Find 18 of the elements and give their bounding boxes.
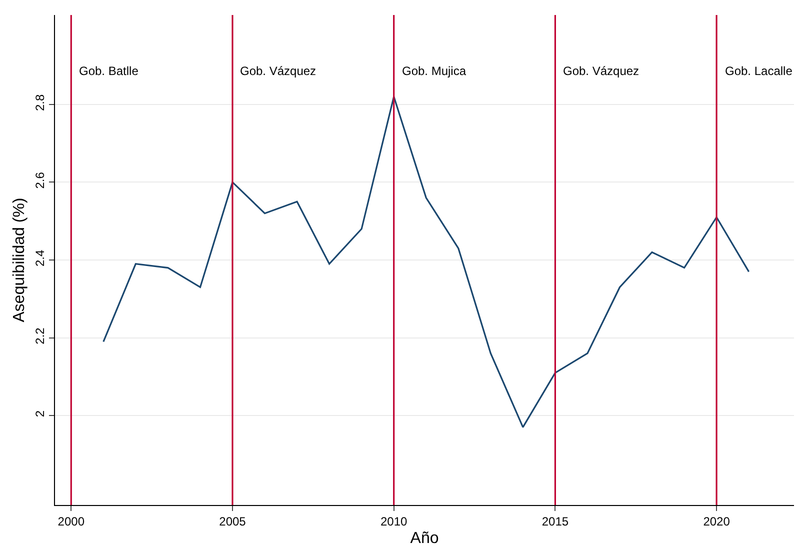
y-tick-label: 2.8: [33, 94, 48, 111]
x-tick-label: 2005: [219, 514, 246, 528]
y-tick-label: 2.6: [33, 172, 48, 189]
ref-line-label: Gob. Vázquez: [563, 64, 640, 78]
line-series: [102, 96, 750, 428]
y-tick-label: 2.4: [33, 250, 48, 267]
y-axis-title: Asequibilidad (%): [11, 198, 28, 322]
y-tick-label: 2: [33, 410, 48, 418]
ref-line-label: Gob. Vázquez: [240, 64, 316, 78]
x-tick-label: 2010: [380, 514, 408, 528]
ref-line-label: Gob. Mujica: [402, 64, 466, 78]
ref-line-label: Gob. Batlle: [79, 64, 139, 78]
x-tick-label: 2015: [542, 514, 569, 528]
x-axis-title: Año: [410, 530, 439, 548]
x-tick-label: 2020: [703, 514, 730, 528]
ref-line-label: Gob. Lacalle: [725, 64, 793, 78]
y-tick-label: 2.2: [33, 327, 48, 344]
x-tick-label: 2000: [58, 514, 85, 528]
